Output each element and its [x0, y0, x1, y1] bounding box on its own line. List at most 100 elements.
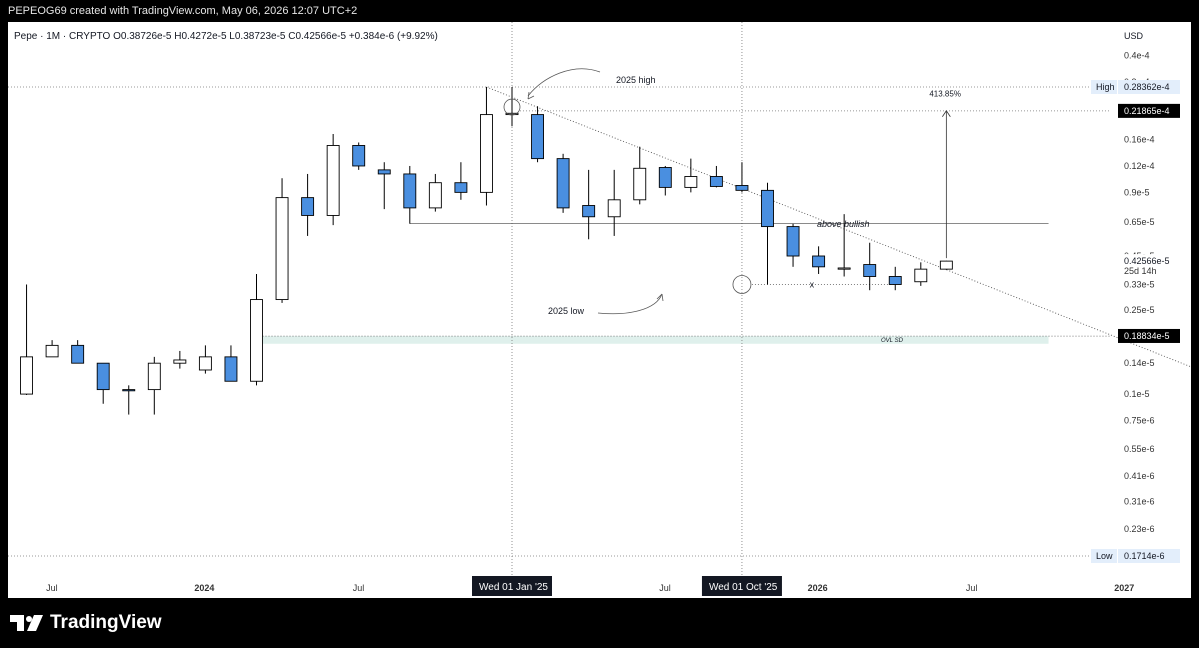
candle-body-2026-02[interactable] [837, 267, 851, 270]
footer-bar: TradingView [0, 598, 1199, 648]
price-scale-label-15: 0.23e-6 [1124, 524, 1155, 534]
candle-body-2025-09[interactable] [709, 176, 723, 187]
target-value-badge-bg [1118, 103, 1180, 118]
time-axis-label-1: 2024 [194, 583, 214, 593]
candle-body-2024-05[interactable] [301, 197, 315, 216]
price-scale-label-13: 0.41e-6 [1124, 471, 1155, 481]
crosshair-date-bg-1 [701, 576, 782, 596]
candle-body-2024-06[interactable] [326, 145, 340, 216]
candle-body-2025-06[interactable] [633, 167, 647, 201]
candle-body-2023-07[interactable] [45, 344, 59, 358]
time-axis-label-0: Jul [46, 583, 58, 593]
high-note-arrow [527, 68, 601, 97]
candle-body-2024-02[interactable] [224, 356, 238, 382]
candle-body-2023-08[interactable] [71, 344, 85, 364]
candle-body-2025-02[interactable] [531, 114, 544, 160]
candle-body-2024-03[interactable] [250, 299, 263, 382]
high-label: High [1096, 82, 1115, 92]
time-axis-label-5: Jul [966, 583, 978, 593]
candle-body-2025-03[interactable] [556, 158, 570, 209]
candle-body-2023-11[interactable] [147, 362, 161, 391]
candle-body-2023-10[interactable] [122, 389, 136, 392]
candle-body-2025-04[interactable] [582, 205, 596, 218]
price-scale-label-8: 0.25e-5 [1124, 305, 1155, 315]
candle-body-2024-10[interactable] [428, 182, 442, 209]
target-arrow-head [942, 110, 951, 117]
candle-body-2025-07[interactable] [658, 167, 672, 188]
annotation-2025-high: 2025 high [616, 75, 656, 85]
low-value-badge: 0.1714e-6 [1124, 551, 1165, 561]
candle-body-2024-07[interactable] [352, 145, 366, 167]
target-value-badge: 0.21865e-4 [1124, 106, 1170, 116]
target-percent-label: 413.85% [929, 90, 961, 99]
candle-body-2023-06[interactable] [20, 356, 34, 395]
candle-body-2025-10[interactable] [735, 185, 749, 191]
low-label: Low [1096, 551, 1113, 561]
candle-body-2024-01[interactable] [198, 356, 212, 371]
candle-body-2024-09[interactable] [403, 173, 417, 209]
crosshair-date-label-0: Wed 01 Jan '25 [479, 582, 548, 593]
price-scale-label-4: 0.9e-5 [1124, 187, 1150, 197]
price-scale-label-2: 0.16e-4 [1124, 135, 1155, 145]
time-axis-label-6: 2027 [1114, 583, 1134, 593]
top-bar: PEPEOG69 created with TradingView.com, M… [0, 0, 1199, 22]
candle-body-2023-09[interactable] [96, 362, 110, 391]
candle-body-2024-11[interactable] [454, 182, 468, 193]
low-circle-marker [732, 275, 752, 294]
bar-countdown-label: 25d 14h [1124, 266, 1157, 276]
candle-body-2026-01[interactable] [812, 255, 826, 268]
price-scale-label-10: 0.1e-5 [1124, 389, 1150, 399]
low-note-arrow [597, 293, 663, 315]
time-axis-label-2: Jul [353, 583, 365, 593]
last-price-label: 0.42566e-5 [1124, 256, 1170, 266]
candle-body-2026-03[interactable] [863, 264, 877, 277]
candle-body-2025-08[interactable] [684, 176, 698, 188]
candle-body-2025-05[interactable] [607, 199, 621, 218]
ovl-sd-zone [262, 336, 1049, 344]
candle-body-2026-05[interactable] [914, 268, 928, 283]
candle-body-2025-11[interactable] [761, 189, 774, 228]
candle-body-2026-04[interactable] [888, 276, 902, 285]
ovl-value-badge-bg [1118, 328, 1180, 343]
low-note-arrowhead [656, 293, 664, 302]
high-label-bg [1091, 80, 1117, 94]
candle-body-2024-04[interactable] [275, 197, 289, 301]
descending-trendline [486, 86, 1191, 368]
tradingview-logo-icon [10, 615, 43, 631]
ovl-value-badge: 0.18834e-5 [1124, 331, 1170, 341]
annotation-ovl-sd: OVL SD [881, 338, 904, 344]
annotation-2025-low: 2025 low [548, 306, 585, 316]
tradingview-logo[interactable]: TradingView [10, 611, 162, 635]
annotation-above-bullish: above bullish [817, 219, 870, 229]
candle-body-2024-08[interactable] [377, 169, 391, 175]
high-note-arrowhead [527, 91, 535, 100]
candle-body-2025-01[interactable] [505, 112, 519, 116]
high-value-badge-bg [1118, 80, 1180, 94]
price-scale-label-12: 0.55e-6 [1124, 444, 1155, 454]
price-scale-label-5: 0.65e-5 [1124, 217, 1155, 227]
price-scale-label-0: 0.4e-4 [1124, 50, 1150, 60]
candle-body-2024-12[interactable] [480, 114, 493, 193]
price-scale-label-7: 0.33e-5 [1124, 279, 1155, 289]
low-value-badge-bg [1118, 549, 1180, 563]
symbol-legend: Pepe · 1M · CRYPTO O0.38726e-5 H0.4272e-… [14, 31, 438, 42]
last-price-bg [1118, 254, 1180, 279]
candle-body-2025-12[interactable] [786, 226, 800, 257]
annotation-x-mark: x [810, 279, 815, 289]
chart-canvas[interactable]: Pepe · 1M · CRYPTO O0.38726e-5 H0.4272e-… [8, 22, 1191, 598]
price-scale-label-11: 0.75e-6 [1124, 415, 1155, 425]
candle-body-2023-12[interactable] [173, 359, 187, 364]
price-scale-label-14: 0.31e-6 [1124, 497, 1155, 507]
credit-text: PEPEOG69 created with TradingView.com, M… [8, 5, 358, 17]
tradingview-brand-text: TradingView [50, 612, 162, 633]
price-scale-label-3: 0.12e-4 [1124, 161, 1155, 171]
candle-body-2026-06[interactable] [939, 260, 953, 270]
low-label-bg [1091, 549, 1117, 563]
high-circle-marker [503, 98, 521, 116]
price-scale-label-9: 0.14e-5 [1124, 358, 1155, 368]
chart-frame[interactable]: Pepe · 1M · CRYPTO O0.38726e-5 H0.4272e-… [8, 22, 1191, 598]
time-axis-label-3: Jul [659, 583, 671, 593]
crosshair-date-label-1: Wed 01 Oct '25 [709, 582, 778, 593]
time-axis-label-4: 2026 [808, 583, 828, 593]
crosshair-date-bg-0 [472, 576, 552, 596]
